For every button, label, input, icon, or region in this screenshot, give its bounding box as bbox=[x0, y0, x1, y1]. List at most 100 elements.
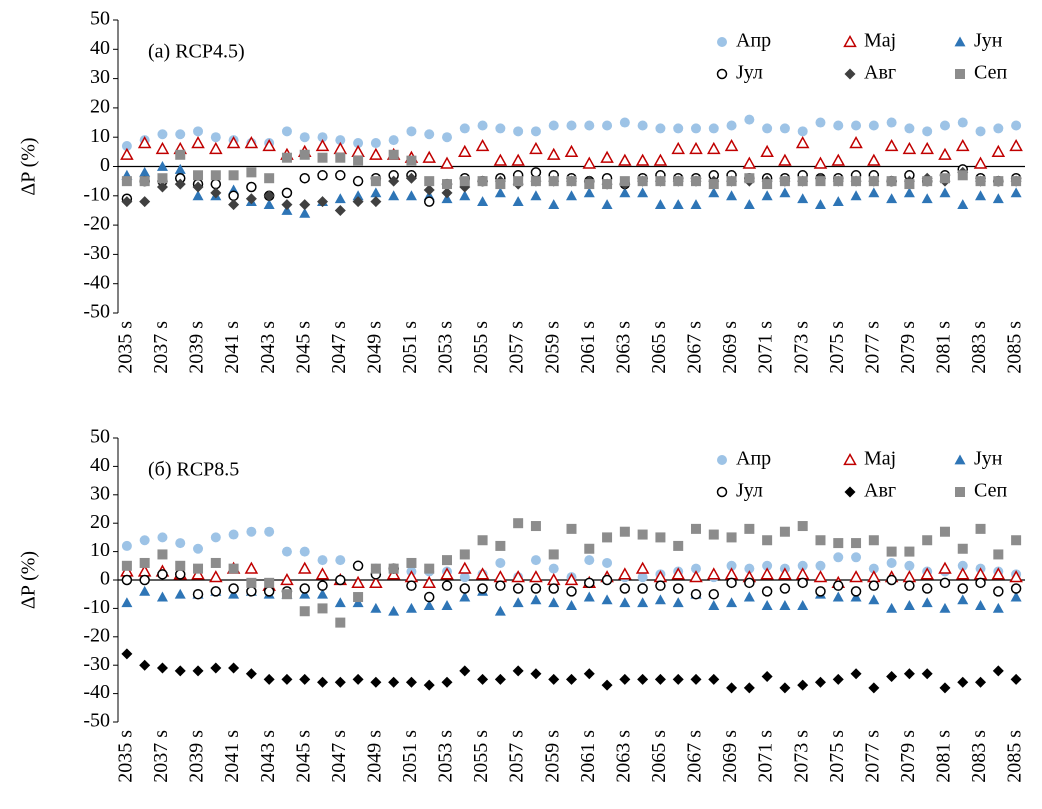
point bbox=[726, 560, 737, 571]
point bbox=[884, 138, 899, 152]
point bbox=[299, 199, 311, 211]
point bbox=[778, 153, 792, 166]
point bbox=[317, 132, 328, 143]
point bbox=[157, 129, 168, 140]
point bbox=[706, 567, 721, 580]
x-tick-label: 2073 s bbox=[790, 321, 812, 374]
y-tick-label: -10 bbox=[83, 183, 110, 205]
point bbox=[1010, 673, 1022, 685]
point bbox=[564, 144, 579, 157]
point bbox=[850, 586, 862, 597]
point bbox=[548, 176, 559, 187]
point bbox=[495, 179, 506, 190]
point bbox=[228, 199, 240, 211]
point bbox=[299, 673, 311, 685]
point bbox=[370, 176, 381, 187]
point bbox=[726, 532, 737, 543]
point bbox=[566, 190, 577, 201]
point bbox=[459, 583, 471, 594]
point bbox=[690, 123, 701, 134]
x-tick-label: 2063 s bbox=[612, 730, 634, 783]
x-tick-label: 2053 s bbox=[435, 730, 457, 783]
point bbox=[370, 138, 381, 149]
point bbox=[210, 532, 221, 543]
point bbox=[849, 136, 863, 149]
point bbox=[1009, 570, 1023, 583]
point bbox=[121, 574, 133, 586]
y-tick-label: 40 bbox=[90, 454, 110, 476]
point bbox=[672, 199, 684, 209]
point bbox=[939, 120, 950, 131]
point bbox=[637, 529, 648, 540]
point bbox=[477, 535, 488, 546]
point bbox=[334, 676, 346, 688]
x-tick-label: 2037 s bbox=[150, 730, 172, 783]
point bbox=[281, 187, 293, 199]
x-tick-label: 2083 s bbox=[968, 321, 990, 374]
x-tick-label: 2045 s bbox=[292, 321, 314, 374]
annotation: (a) RCP4.5) bbox=[148, 41, 245, 63]
x-tick-label: 2065 s bbox=[648, 730, 670, 783]
point bbox=[442, 132, 453, 143]
point bbox=[210, 170, 221, 181]
point bbox=[495, 540, 506, 551]
point bbox=[619, 673, 631, 685]
point bbox=[423, 679, 435, 691]
point bbox=[637, 187, 649, 198]
point bbox=[655, 532, 666, 543]
point bbox=[263, 673, 275, 685]
point bbox=[779, 176, 790, 187]
point bbox=[975, 676, 987, 688]
point bbox=[353, 592, 364, 603]
point bbox=[405, 602, 417, 613]
point bbox=[832, 591, 844, 602]
point bbox=[494, 605, 506, 616]
point bbox=[352, 560, 364, 572]
legend-marker bbox=[716, 68, 728, 80]
legend-marker bbox=[843, 34, 857, 48]
point bbox=[602, 557, 613, 568]
point bbox=[991, 144, 1006, 157]
x-tick-label: 2059 s bbox=[541, 730, 563, 783]
y-tick-label: -20 bbox=[83, 624, 110, 646]
point bbox=[957, 170, 968, 181]
point bbox=[655, 123, 666, 134]
point bbox=[851, 120, 862, 131]
point bbox=[388, 190, 400, 201]
point bbox=[262, 138, 276, 152]
point bbox=[156, 181, 168, 193]
point bbox=[244, 136, 259, 149]
point bbox=[546, 147, 561, 160]
x-tick-label: 2055 s bbox=[470, 730, 492, 783]
x-tick-label: 2071 s bbox=[755, 321, 777, 374]
point bbox=[263, 586, 275, 597]
point bbox=[139, 557, 150, 568]
point bbox=[1010, 187, 1022, 198]
point bbox=[744, 173, 755, 184]
point bbox=[459, 549, 470, 560]
x-tick-label: 2073 s bbox=[790, 730, 812, 783]
point bbox=[459, 176, 470, 187]
point bbox=[991, 567, 1006, 580]
x-tick-label: 2035 s bbox=[114, 321, 136, 374]
x-tick-label: 2037 s bbox=[150, 321, 172, 374]
x-tick-label: 2065 s bbox=[648, 321, 670, 374]
annotation: (б) RCP8.5 bbox=[148, 459, 239, 481]
y-tick-label: -10 bbox=[83, 596, 110, 618]
point bbox=[903, 600, 915, 610]
point bbox=[904, 123, 915, 134]
point bbox=[529, 570, 543, 583]
point bbox=[904, 179, 915, 190]
point bbox=[264, 526, 275, 537]
point bbox=[352, 196, 364, 208]
point bbox=[192, 588, 204, 600]
point bbox=[832, 196, 844, 207]
point bbox=[921, 193, 933, 204]
point bbox=[992, 193, 1004, 204]
y-tick-label: 0 bbox=[100, 154, 110, 176]
point bbox=[121, 648, 133, 660]
point bbox=[477, 583, 488, 594]
point bbox=[867, 570, 881, 583]
point bbox=[441, 580, 453, 591]
point bbox=[530, 190, 542, 201]
